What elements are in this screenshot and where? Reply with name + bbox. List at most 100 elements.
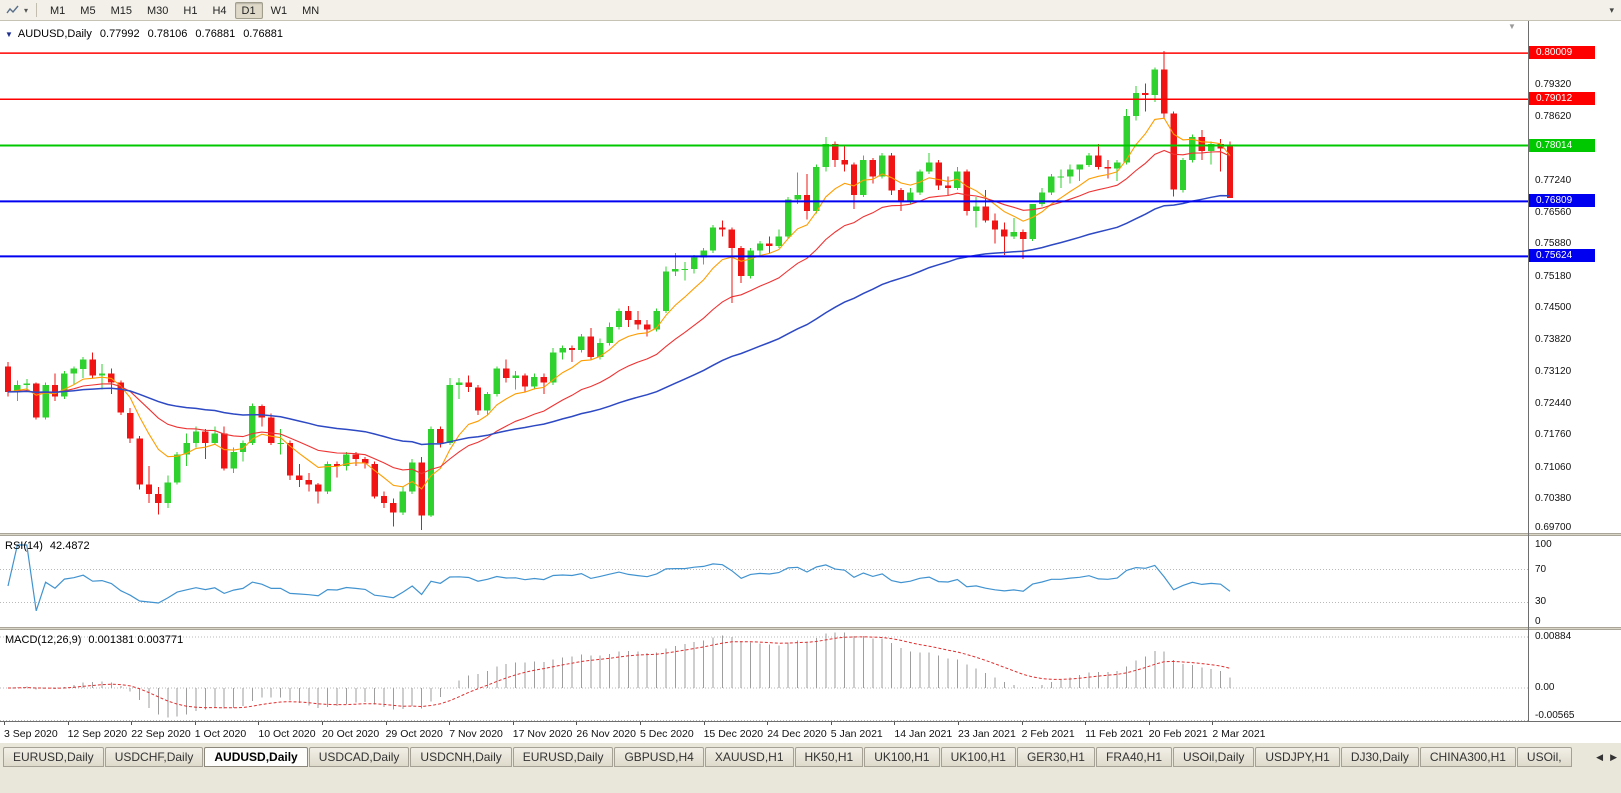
timeframe-button-d1[interactable]: D1 — [234, 1, 263, 19]
date-axis-label: 7 Nov 2020 — [449, 728, 503, 740]
macd-panel[interactable]: MACD(12,26,9) 0.001381 0.003771 — [0, 630, 1528, 721]
rsi-axis-label: 0 — [1535, 616, 1541, 627]
price-axis-label: 0.75180 — [1535, 271, 1572, 282]
date-axis-label: 2 Mar 2021 — [1212, 728, 1266, 740]
panel-splitter[interactable] — [0, 533, 1621, 536]
time-axis-tick — [131, 722, 133, 725]
time-axis-tick — [576, 722, 578, 725]
chart-tab-usdcad-daily-3[interactable]: USDCAD,Daily — [308, 747, 410, 767]
chart-tab-usdjpy-h1-14[interactable]: USDJPY,H1 — [1255, 747, 1340, 767]
price-axis-label: 0.79320 — [1535, 79, 1572, 90]
rsi-axis: 100 70 30 0 — [1529, 536, 1621, 627]
rsi-canvas — [0, 544, 1528, 611]
chart-tab-usoil-daily-13[interactable]: USOil,Daily — [1173, 747, 1255, 767]
one-click-trading-arrow-icon[interactable]: ▼ — [5, 29, 13, 39]
date-axis-label: 3 Sep 2020 — [4, 728, 58, 740]
macd-name: MACD(12,26,9) — [5, 634, 82, 646]
time-axis-tick — [1148, 722, 1150, 725]
main-chart-panel[interactable]: ▼ AUDUSD,Daily 0.77992 0.78106 0.76881 0… — [0, 21, 1528, 533]
chart-tab-gbpusd-h4-6[interactable]: GBPUSD,H4 — [614, 747, 704, 767]
time-axis-tick — [830, 722, 832, 725]
chart-shift-marker[interactable]: ▼ — [1508, 22, 1516, 31]
time-axis-tick — [322, 722, 323, 725]
time-axis-tick — [4, 722, 5, 725]
rsi-panel[interactable]: RSI(14) 42.4872 — [0, 536, 1528, 627]
candlestick-chart-canvas[interactable] — [0, 21, 1528, 533]
chart-tab-uk100-h1-10[interactable]: UK100,H1 — [940, 747, 1016, 767]
chart-tab-dj30-daily-15[interactable]: DJ30,Daily — [1340, 747, 1419, 767]
price-axis-label: 0.73820 — [1535, 334, 1572, 345]
date-axis-label: 10 Oct 2020 — [258, 728, 316, 740]
time-axis-tick — [67, 722, 69, 725]
chart-tools-icon[interactable] — [3, 2, 21, 19]
chart-tab-eurusd-daily-0[interactable]: EURUSD,Daily — [3, 747, 104, 767]
macd-axis-label: 0.00884 — [1535, 631, 1572, 642]
time-axis-tick — [385, 722, 387, 725]
date-axis-label: 1 Oct 2020 — [194, 728, 247, 740]
macd-label: MACD(12,26,9) 0.001381 0.003771 — [5, 634, 183, 646]
panel-splitter[interactable] — [0, 627, 1621, 630]
chart-tab-eurusd-daily-5[interactable]: EURUSD,Daily — [512, 747, 614, 767]
date-axis-label: 24 Dec 2020 — [767, 728, 827, 740]
tab-scroll-left-icon[interactable]: ◀ — [1596, 752, 1604, 762]
timeframe-button-h1[interactable]: H1 — [183, 4, 198, 17]
macd-canvas — [0, 632, 1528, 721]
macd-axis-label: -0.00565 — [1535, 710, 1575, 721]
chart-tab-audusd-daily-2[interactable]: AUDUSD,Daily — [204, 747, 308, 767]
timeframe-button-h4[interactable]: H4 — [212, 4, 227, 17]
price-axis-label: 0.71760 — [1535, 429, 1572, 440]
time-axis-tick — [258, 722, 260, 725]
date-axis-label: 20 Oct 2020 — [322, 728, 380, 740]
time-axis-tick — [703, 722, 705, 725]
time-axis[interactable]: 3 Sep 2020 12 Sep 2020 22 Sep 2020 1 Oct 20… — [0, 721, 1621, 743]
bottom-bar: EURUSD,Daily USDCHF,Daily AUDUSD,Daily USDC… — [0, 743, 1621, 793]
chart-tab-ger30-h1-11[interactable]: GER30,H1 — [1016, 747, 1095, 767]
price-axis-label: 0.78620 — [1535, 111, 1572, 122]
timeframe-button-m30[interactable]: M30 — [146, 4, 169, 17]
time-axis-tick — [194, 722, 196, 725]
price-axis-label: 0.75880 — [1535, 238, 1572, 249]
macd-value: 0.001381 0.003771 — [88, 634, 184, 646]
chart-tab-xauusd-h1-7[interactable]: XAUUSD,H1 — [704, 747, 794, 767]
chart-tab-china300-h1-16[interactable]: CHINA300,H1 — [1419, 747, 1516, 767]
price-line-tag: 0.79012 — [1529, 92, 1595, 105]
price-line-tag: 0.80009 — [1529, 46, 1595, 59]
date-axis-label: 14 Jan 2021 — [894, 728, 953, 740]
timeframe-button-m15[interactable]: M15 — [110, 4, 132, 17]
chart-tab-hk50-h1-8[interactable]: HK50,H1 — [794, 747, 864, 767]
rsi-axis-label: 30 — [1535, 596, 1547, 607]
axis-border — [1528, 21, 1529, 721]
ohlc-high: 0.78106 — [147, 28, 188, 40]
chart-tab-usdchf-daily-1[interactable]: USDCHF,Daily — [104, 747, 204, 767]
chart-tab-uk100-h1-9[interactable]: UK100,H1 — [864, 747, 940, 767]
chart-tab-fra40-h1-12[interactable]: FRA40,H1 — [1095, 747, 1173, 767]
rsi-axis-label: 100 — [1535, 539, 1552, 550]
tab-scroll-right-icon[interactable]: ▶ — [1610, 752, 1617, 762]
toolbar-overflow-icon[interactable]: ▾ — [1609, 4, 1614, 15]
timeframe-button-mn[interactable]: MN — [302, 4, 320, 17]
chart-tabs: EURUSD,Daily USDCHF,Daily AUDUSD,Daily USDC… — [3, 747, 1583, 769]
timeframe-toolbar: M1 M5 M15 M30 H1 H4 D1 W1 MN — [43, 1, 326, 19]
price-line-tag: 0.75624 — [1529, 249, 1595, 262]
ohlc-open: 0.77992 — [99, 28, 140, 40]
tab-scroll-arrows: ◀ ▶ — [1596, 752, 1617, 763]
date-axis-label: 5 Dec 2020 — [640, 728, 694, 740]
timeframe-button-m1[interactable]: M1 — [50, 4, 66, 17]
chart-tab-usdcnh-daily-4[interactable]: USDCNH,Daily — [410, 747, 512, 767]
macd-axis-label: 0.00 — [1535, 682, 1555, 693]
rsi-value: 42.4872 — [49, 540, 90, 552]
time-axis-tick — [1212, 722, 1214, 725]
toolbar: ▾ M1 M5 M15 M30 H1 H4 D1 W1 MN ▾ — [0, 0, 1621, 21]
date-axis-label: 11 Feb 2021 — [1085, 728, 1144, 740]
rsi-label: RSI(14) 42.4872 — [5, 540, 90, 552]
time-axis-tick — [512, 722, 514, 725]
chart-tab-usoil-17[interactable]: USOil, — [1516, 747, 1572, 767]
price-axis-label: 0.71060 — [1535, 462, 1572, 473]
timeframe-button-m5[interactable]: M5 — [80, 4, 96, 17]
timeframe-button-w1[interactable]: W1 — [270, 4, 288, 17]
chart-symbol-label: AUDUSD,Daily — [17, 28, 92, 40]
price-line-tag: 0.76809 — [1529, 194, 1595, 207]
price-axis-label: 0.72440 — [1535, 398, 1572, 409]
chart-tools-caret-icon[interactable]: ▾ — [24, 5, 29, 15]
